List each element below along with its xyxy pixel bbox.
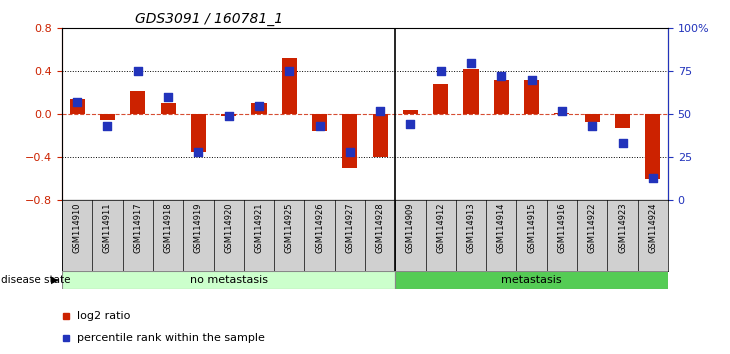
Text: GSM114914: GSM114914 [497, 202, 506, 253]
Bar [615, 114, 630, 128]
Point [556, 108, 568, 114]
Point [586, 123, 598, 129]
Bar [493, 80, 509, 114]
Text: no metastasis: no metastasis [190, 275, 268, 285]
Bar [221, 114, 237, 116]
Text: GSM114921: GSM114921 [255, 202, 264, 253]
Bar [433, 84, 448, 114]
Point [374, 108, 386, 114]
Text: GSM114920: GSM114920 [224, 202, 233, 253]
Bar [161, 103, 176, 114]
Text: GSM114926: GSM114926 [315, 202, 324, 253]
Bar [312, 114, 327, 131]
Point [647, 175, 658, 181]
Point [344, 149, 356, 155]
Point [223, 113, 234, 119]
Text: GSM114925: GSM114925 [285, 202, 293, 253]
Bar [585, 114, 600, 122]
Bar [554, 113, 569, 114]
Text: GSM114910: GSM114910 [73, 202, 82, 253]
Bar [464, 69, 479, 114]
Text: GSM114928: GSM114928 [376, 202, 385, 253]
Text: GSM114912: GSM114912 [437, 202, 445, 253]
Text: GSM114922: GSM114922 [588, 202, 596, 253]
Bar [342, 114, 358, 168]
Text: disease state: disease state [1, 275, 71, 285]
Point [253, 103, 265, 108]
Text: log2 ratio: log2 ratio [77, 311, 130, 321]
Point [193, 149, 204, 155]
Point [526, 77, 537, 83]
Point [314, 123, 326, 129]
Bar [645, 114, 661, 178]
Text: GDS3091 / 160781_1: GDS3091 / 160781_1 [135, 12, 283, 26]
Text: GSM114913: GSM114913 [466, 202, 475, 253]
Point [404, 122, 416, 127]
FancyBboxPatch shape [62, 271, 396, 289]
Bar [130, 91, 145, 114]
Bar [191, 114, 206, 152]
Text: GSM114924: GSM114924 [648, 202, 657, 253]
FancyBboxPatch shape [396, 271, 668, 289]
Point [435, 68, 447, 74]
Bar [524, 80, 539, 114]
Text: GSM114911: GSM114911 [103, 202, 112, 253]
Bar [403, 110, 418, 114]
Bar [372, 114, 388, 157]
Point [101, 123, 113, 129]
Text: GSM114909: GSM114909 [406, 202, 415, 253]
Point [496, 74, 507, 79]
Point [617, 141, 629, 146]
Text: GSM114917: GSM114917 [134, 202, 142, 253]
Point [72, 99, 83, 105]
Text: GSM114923: GSM114923 [618, 202, 627, 253]
Point [132, 68, 144, 74]
Bar [69, 99, 85, 114]
Text: GSM114927: GSM114927 [345, 202, 354, 253]
Bar [100, 114, 115, 120]
Text: percentile rank within the sample: percentile rank within the sample [77, 332, 264, 343]
Text: ▶: ▶ [51, 275, 58, 285]
Bar [251, 103, 266, 114]
Point [465, 60, 477, 65]
Text: GSM114919: GSM114919 [194, 202, 203, 253]
Text: GSM114918: GSM114918 [164, 202, 172, 253]
Point [162, 94, 174, 100]
Point [283, 68, 295, 74]
Text: metastasis: metastasis [502, 275, 562, 285]
Text: GSM114916: GSM114916 [558, 202, 566, 253]
Bar [282, 58, 297, 114]
Text: GSM114915: GSM114915 [527, 202, 536, 253]
